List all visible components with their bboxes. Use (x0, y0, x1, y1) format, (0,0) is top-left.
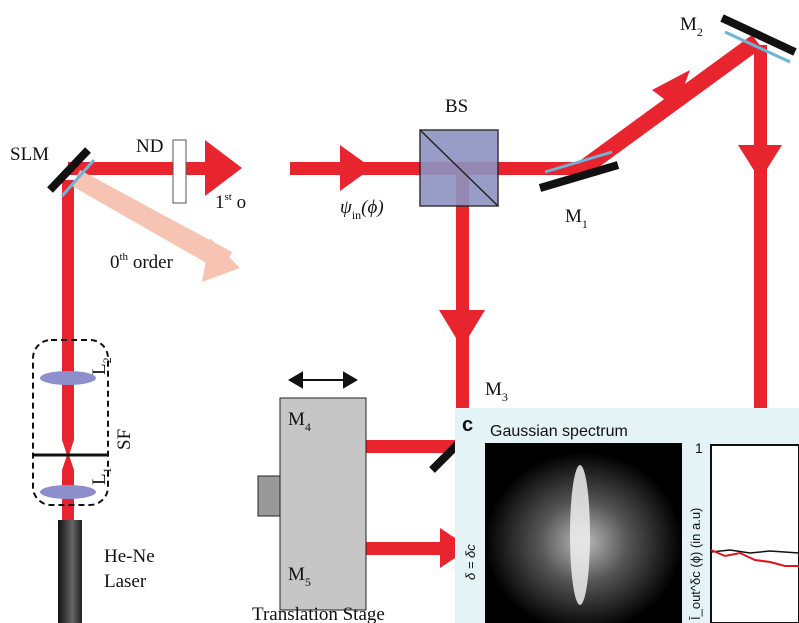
stage-arrow (290, 373, 356, 387)
lens (40, 371, 96, 385)
label: He-Ne (104, 546, 155, 567)
inset-panel: c Gaussian spectrum δ = δc 1 Ī_out^δc (ϕ… (455, 408, 799, 623)
bright-fringe (570, 465, 590, 605)
image-label: δ = δc (463, 544, 478, 580)
beam-splitter (420, 130, 498, 206)
label: Laser (104, 571, 147, 592)
inset-title: Gaussian spectrum (490, 423, 628, 440)
label: ψin(ϕ) (340, 197, 384, 222)
label: M3 (485, 379, 508, 404)
plot-area (711, 445, 799, 623)
label: Translation Stage (252, 604, 385, 623)
label: M1 (565, 206, 588, 231)
label: 0th order (110, 251, 174, 273)
y-tick-label: 1 (695, 440, 703, 456)
label: 1st o (215, 191, 246, 213)
diagram: SLM ND 1st o 0th order BS ψin(ϕ) M1 M2 M… (0, 0, 799, 623)
label: BS (445, 96, 468, 117)
laser (58, 520, 82, 623)
label: SLM (10, 144, 49, 165)
label: L2 (89, 357, 114, 375)
lens (40, 485, 96, 499)
label: ND (136, 136, 163, 157)
label: L1 (89, 467, 114, 485)
label: M2 (680, 14, 703, 39)
nd-filter (173, 140, 186, 203)
knob (258, 476, 280, 516)
label: SF (114, 429, 135, 450)
y-axis-label: Ī_out^δc (ϕ) (in a.u) (688, 508, 703, 620)
panel-letter: c (462, 414, 473, 436)
